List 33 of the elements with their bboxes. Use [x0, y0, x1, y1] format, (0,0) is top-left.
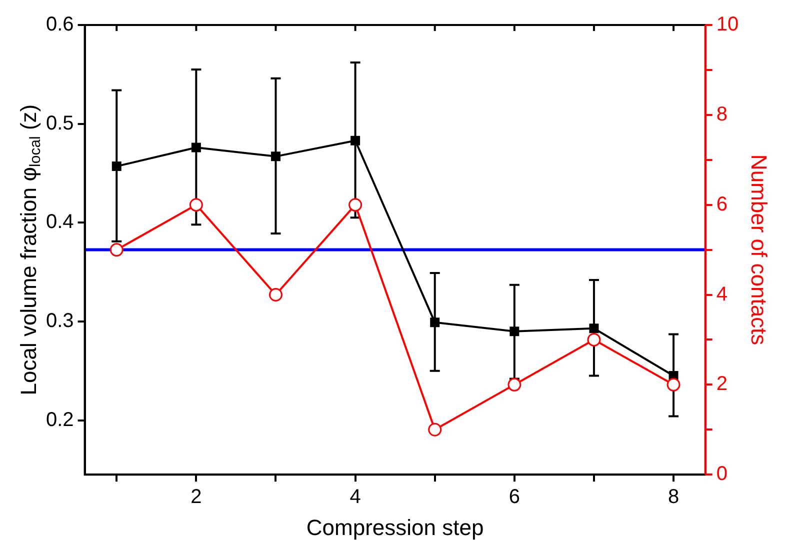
point: [189, 198, 203, 212]
y2-tick-label: 4: [716, 283, 728, 306]
y2-tick-label: 10: [716, 14, 739, 36]
y2-axis-title: Number of contacts: [746, 154, 772, 346]
point: [110, 243, 124, 257]
y-axis-title: Local volume fraction φlocal (z): [16, 104, 44, 396]
point: [508, 378, 522, 392]
y2-tick-label: 0: [716, 463, 728, 486]
y-tick-label: 0.3: [46, 310, 74, 332]
y-tick-label: 0.4: [46, 211, 74, 234]
x-axis-title: Compression step: [306, 514, 484, 540]
y2-tick-label: 2: [716, 373, 728, 396]
point: [271, 152, 280, 162]
x-tick-label: 4: [350, 486, 361, 508]
x-tick-label: 2: [190, 486, 202, 508]
point: [191, 142, 201, 152]
x-tick-label: 6: [508, 486, 520, 508]
y2-tick-label: 8: [716, 103, 728, 126]
point: [666, 378, 680, 392]
point: [348, 198, 362, 212]
point: [350, 136, 360, 146]
point: [268, 288, 282, 302]
point: [589, 324, 599, 334]
y-tick-label: 0.5: [46, 112, 74, 134]
point: [510, 326, 520, 336]
point: [428, 422, 442, 436]
y2-tick-label: 6: [716, 193, 728, 216]
x-tick-label: 8: [668, 486, 680, 508]
point: [112, 162, 122, 172]
y-tick-label: 0.2: [46, 408, 74, 431]
point: [430, 318, 440, 328]
y-tick-label: 0.6: [46, 14, 74, 36]
point: [587, 332, 601, 346]
